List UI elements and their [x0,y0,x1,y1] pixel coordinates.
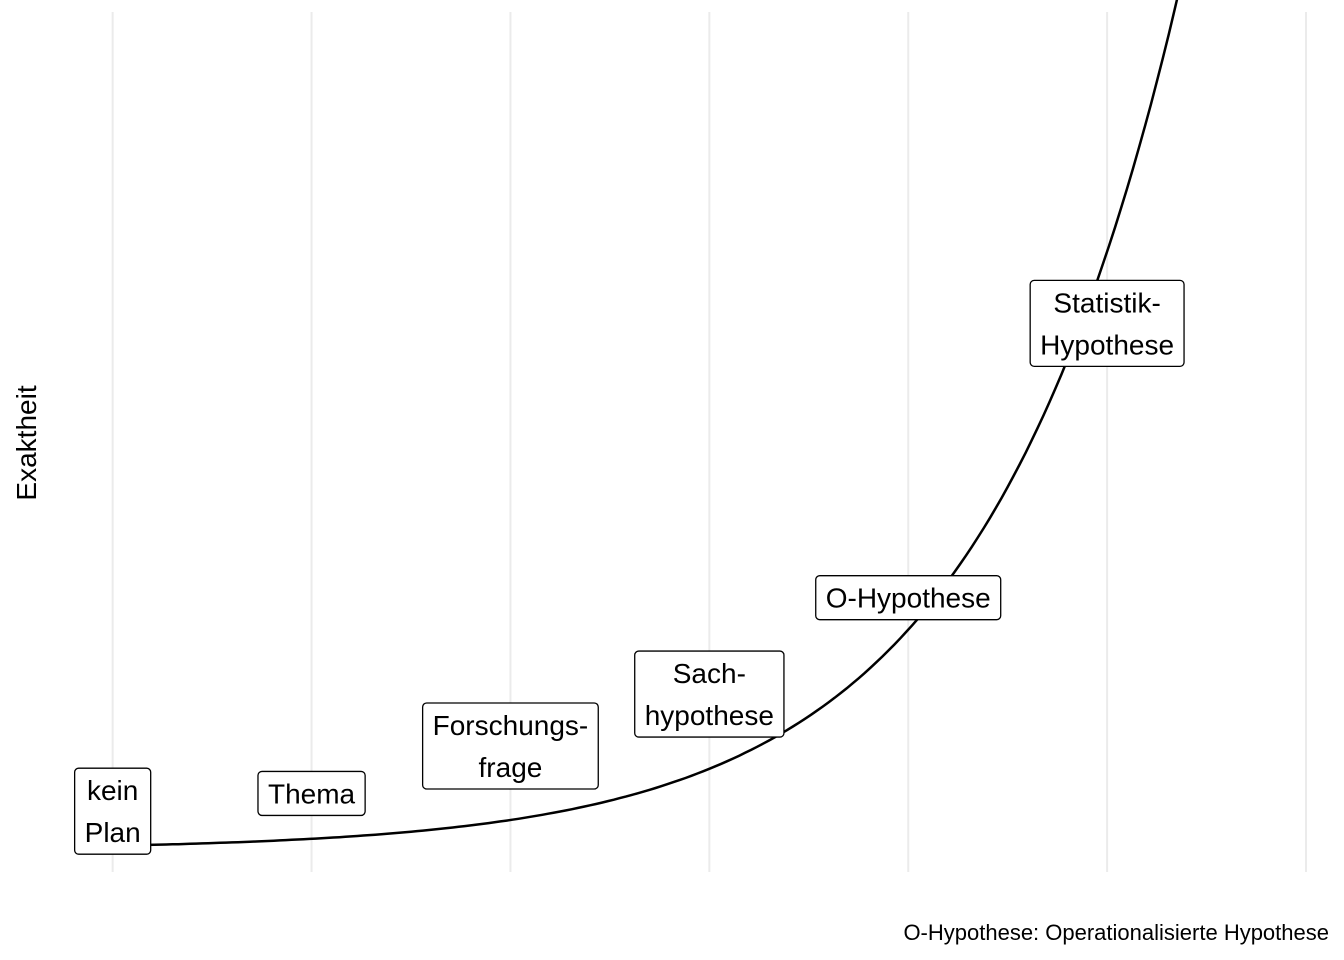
label-text: Sach- [673,658,746,689]
series-line [112,0,1179,847]
label-text: Thema [268,778,356,809]
label-box [1029,279,1185,368]
label-box [257,770,366,817]
label-text: kein [87,775,138,806]
point-label-1: Thema [257,770,366,817]
caption: O-Hypothese: Operationalisierte Hypothes… [903,920,1329,945]
point-label-0: kein Plan [73,767,152,855]
point-labels: kein Plan Thema Forschungs-frage Sach-hypoth… [73,279,1185,855]
label-text: Plan [85,817,141,848]
label-box [815,575,1002,621]
label-box [634,650,785,738]
label-text: Hypothese [1040,329,1174,360]
label-text: frage [479,752,543,783]
label-box [73,767,152,855]
y-axis-label: Exaktheit [11,385,42,500]
point-label-2: Forschungs-frage [421,702,599,790]
point-label-4: O-Hypothese [815,575,1002,621]
label-text: Statistik- [1053,287,1160,318]
label-text: hypothese [645,700,774,731]
point-label-3: Sach-hypothese [634,650,785,738]
point-label-5: Statistik- Hypothese [1029,279,1185,368]
grid-lines [111,12,1307,872]
label-text: Forschungs- [433,710,589,741]
label-box [421,702,599,790]
label-text: O-Hypothese [826,583,991,614]
